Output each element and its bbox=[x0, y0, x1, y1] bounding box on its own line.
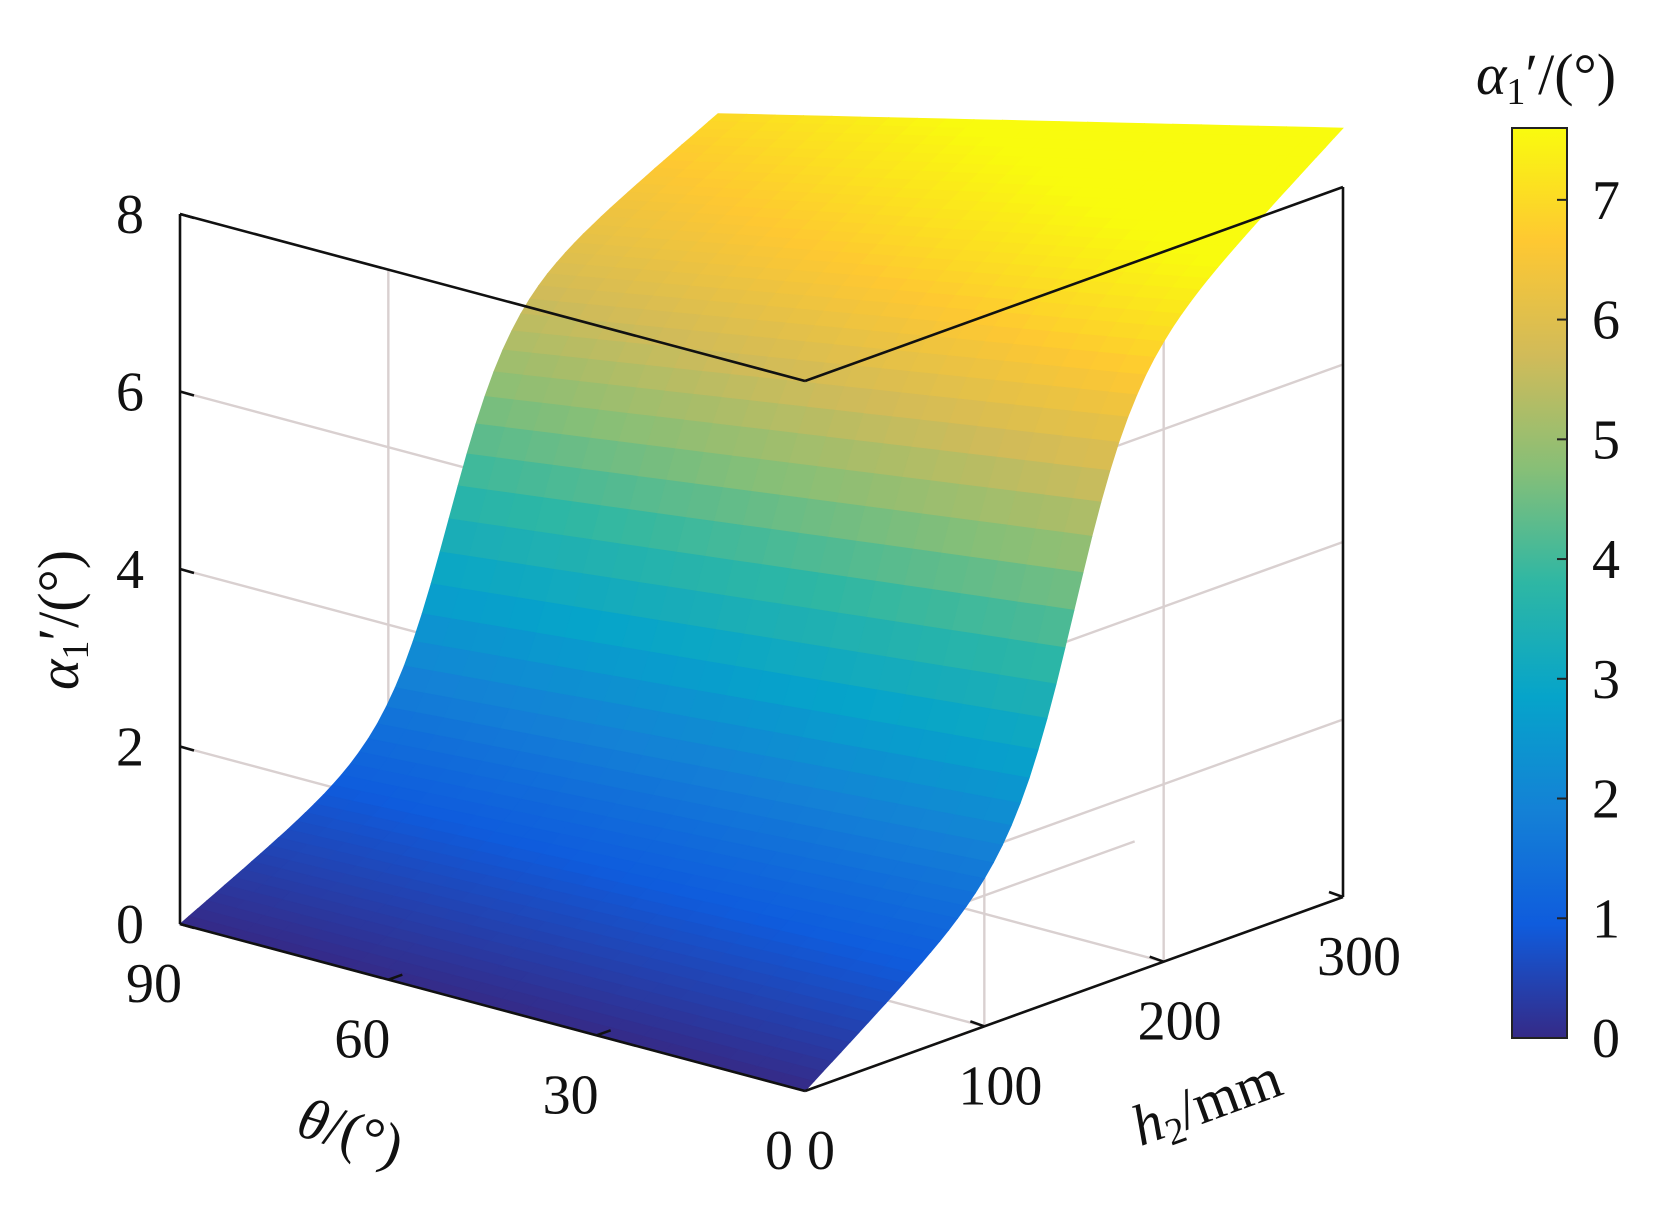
theta-tick-mark bbox=[387, 973, 403, 981]
h2-axis-line bbox=[804, 895, 1344, 1093]
z-tick-label: 4 bbox=[116, 539, 144, 601]
theta-tick-mark bbox=[596, 1029, 612, 1037]
box-edge bbox=[179, 212, 806, 383]
colorbar-gradient bbox=[1511, 127, 1568, 1039]
colorbar-tick-label: 7 bbox=[1592, 170, 1620, 232]
colorbar-tick-label: 6 bbox=[1592, 290, 1620, 352]
h2-tick-mark bbox=[1328, 890, 1344, 899]
axes bbox=[178, 185, 1345, 1093]
z-tick-mark bbox=[179, 390, 195, 397]
z-tick-mark bbox=[179, 567, 195, 575]
colorbar-tick-label: 3 bbox=[1592, 649, 1620, 711]
colorbar-tick-label: 5 bbox=[1592, 409, 1620, 471]
theta-tick-label: 90 bbox=[126, 953, 182, 1015]
z-tick-mark bbox=[179, 745, 195, 752]
theta-axis-label: θ/(°) bbox=[290, 1085, 411, 1178]
theta-tick-label: 0 bbox=[765, 1120, 793, 1182]
h2-tick-label: 100 bbox=[958, 1055, 1042, 1117]
z-tick-label: 8 bbox=[116, 184, 144, 246]
colorbar-tick-label: 1 bbox=[1592, 888, 1620, 950]
z-axis-label: α1′/(°) bbox=[26, 550, 97, 690]
z-tick-label: 2 bbox=[116, 717, 144, 779]
h2-tick-mark bbox=[969, 1020, 985, 1028]
colorbar-tick-label: 4 bbox=[1592, 529, 1620, 591]
box-edge bbox=[804, 185, 1344, 383]
colorbar-tick-label: 2 bbox=[1592, 769, 1620, 831]
theta-axis-line bbox=[179, 922, 806, 1093]
surface bbox=[179, 113, 1344, 1092]
h2-axis-label: h2/mm bbox=[1123, 1045, 1292, 1165]
h2-tick-label: 200 bbox=[1138, 991, 1222, 1053]
h2-tick-label: 0 bbox=[807, 1120, 835, 1182]
z-tick-label: 6 bbox=[116, 362, 144, 424]
h2-tick-mark bbox=[1149, 955, 1165, 963]
colorbar: 0 1 2 3 4 5 6 7 α1′/(°) bbox=[1476, 42, 1620, 1070]
theta-tick-label: 30 bbox=[543, 1064, 599, 1126]
colorbar-title: α1′/(°) bbox=[1476, 42, 1616, 113]
h2-tick-label: 300 bbox=[1317, 926, 1401, 988]
z-tick-mark bbox=[179, 922, 195, 930]
colorbar-tick-label: 0 bbox=[1592, 1008, 1620, 1070]
z-tick-label: 0 bbox=[116, 894, 144, 956]
theta-tick-label: 60 bbox=[334, 1009, 390, 1071]
z-tick-mark bbox=[179, 212, 195, 220]
